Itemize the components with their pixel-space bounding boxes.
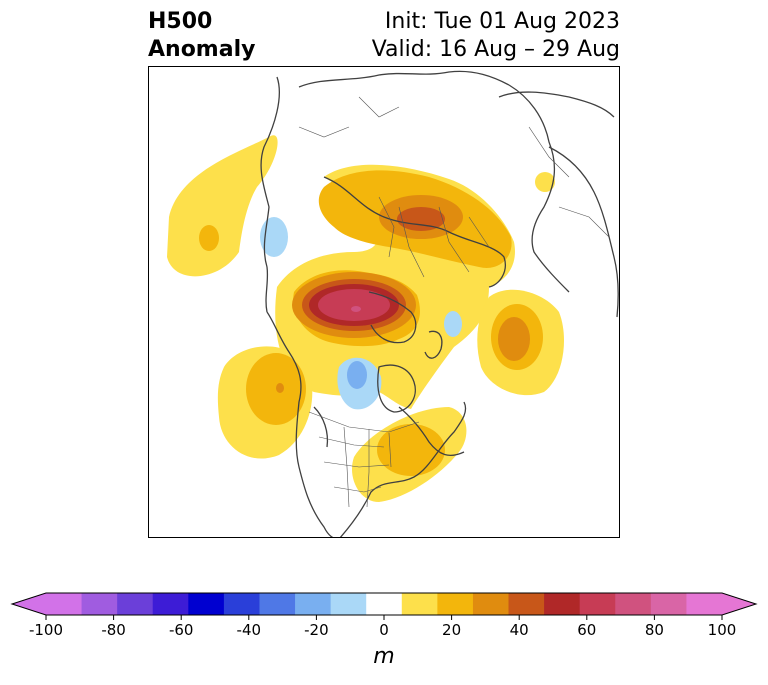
colorbar-tick-label: 100 [708,621,737,639]
colorbar-segment [117,593,154,615]
colorbar: -100 -80 -60 -40 -20 0 20 40 60 80 100 [10,592,758,639]
colorbar-segment [81,593,118,615]
colorbar-segment [188,593,225,615]
colorbar-segment [544,593,581,615]
colorbar-ticks: -100 -80 -60 -40 -20 0 20 40 60 80 100 [29,615,736,639]
colorbar-segment [472,593,510,615]
map-dates: Init: Tue 01 Aug 2023 Valid: 16 Aug – 29… [372,8,620,64]
title-type: Anomaly [148,37,256,62]
init-date: Init: Tue 01 Aug 2023 [384,9,620,34]
colorbar-tick-label: -80 [101,621,126,639]
anomaly-hudson-bay [337,357,382,410]
map-panel [148,66,620,538]
colorbar-under-arrow [12,593,46,615]
colorbar-segment [366,593,403,615]
anomaly-far-east [535,172,555,192]
colorbar-segment [330,593,367,615]
colorbar-segment [579,593,616,615]
colorbar-segment [152,593,189,615]
colorbar-unit: m [373,644,395,669]
colorbar-segment [650,593,687,615]
colorbar-tick-label: -60 [169,621,194,639]
colorbar-segment [508,593,545,615]
colorbar-tick-label: -20 [304,621,329,639]
colorbar-segment [401,593,438,615]
colorbar-segments [46,593,723,615]
anomaly-map [167,70,619,537]
anomaly-north-atlantic [444,311,462,337]
borders [298,96,610,508]
colorbar-tick-label: 60 [577,621,596,639]
anomaly-atlantic [477,289,564,396]
coastlines [260,70,619,537]
anomaly-europe-russia [318,170,512,268]
anomaly-western-na [217,346,313,459]
colorbar-tick-label: 80 [645,621,664,639]
colorbar-tick-label: 0 [379,621,389,639]
colorbar-segment [686,593,723,615]
anomaly-east-asia [260,217,288,257]
colorbar-segment [295,593,332,615]
colorbar-over-arrow [722,593,756,615]
anomaly-north-pacific [167,135,278,277]
colorbar-tick-label: 20 [442,621,461,639]
title-variable: H500 [148,9,213,34]
colorbar-tick-label: -100 [29,621,63,639]
colorbar-tick-label: -40 [237,621,262,639]
anomaly-eastern-us [351,407,467,502]
colorbar-tick-label: 40 [510,621,529,639]
colorbar-segment [223,593,260,615]
colorbar-segment [259,593,296,615]
colorbar-segment [46,593,83,615]
colorbar-segment [437,593,474,615]
valid-range: Valid: 16 Aug – 29 Aug [371,37,620,62]
colorbar-segment [615,593,652,615]
map-title: H500 Anomaly [148,8,255,64]
